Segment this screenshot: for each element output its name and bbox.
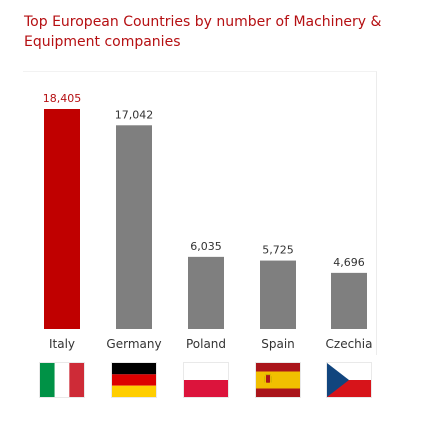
flag-italy-icon [39,362,85,398]
flag-germany-icon [111,362,157,398]
bar-poland [188,256,224,329]
bar-italy [44,109,80,329]
bar-czechia [331,272,367,329]
bar-series [44,109,367,329]
value-label-germany: 17,042 [115,108,154,121]
chart-plot-area [23,71,377,355]
flag-czechia-icon [326,362,372,398]
chart-title: Top European Countries by number of Mach… [24,14,382,50]
category-label-italy: Italy [49,337,75,351]
category-label-czechia: Czechia [326,337,373,351]
category-label-germany: Germany [106,337,161,351]
value-label-czechia: 4,696 [333,256,365,269]
value-labels: 18,405 17,042 6,035 5,725 4,696 [43,92,365,269]
bar-germany [116,125,152,329]
flag-poland-icon [183,362,229,398]
value-label-italy: 18,405 [43,92,82,105]
value-label-spain: 5,725 [262,244,294,257]
flag-spain-icon [255,362,301,398]
bar-spain [260,260,296,329]
category-label-poland: Poland [186,337,226,351]
value-label-poland: 6,035 [190,240,222,253]
category-label-spain: Spain [261,337,295,351]
category-labels: Italy Germany Poland Spain Czechia [49,337,373,351]
